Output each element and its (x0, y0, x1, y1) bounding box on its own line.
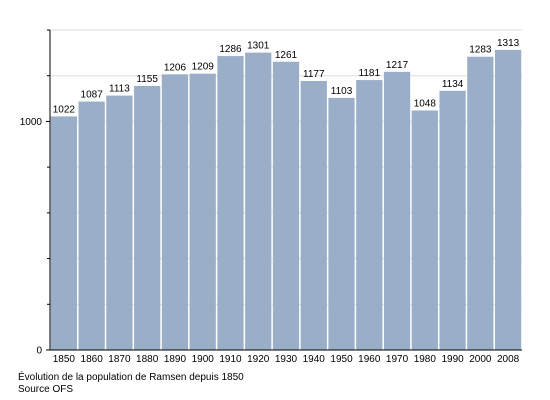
bar-value-label: 1209 (192, 62, 215, 73)
axes (46, 29, 522, 351)
x-tick-label: 1980 (414, 354, 437, 365)
bar-value-label: 1155 (136, 74, 158, 85)
bar (50, 116, 78, 351)
bar-value-label: 1087 (81, 90, 104, 101)
bar-value-label: 1301 (247, 41, 270, 52)
bar (272, 61, 300, 351)
chart-source: Source OFS (18, 384, 74, 395)
x-tick-label: 1920 (247, 354, 270, 365)
bar (411, 110, 438, 350)
x-tick-label: 1940 (303, 354, 326, 365)
x-tick-label: 1880 (136, 354, 159, 365)
bar-value-label: 1103 (331, 86, 353, 97)
x-tick-label: 1930 (275, 354, 298, 365)
bars (50, 49, 522, 351)
bar (300, 80, 327, 350)
bar-value-label: 1261 (275, 50, 298, 61)
x-tick-label: 1860 (81, 354, 104, 365)
bar-value-label: 1181 (359, 68, 381, 79)
bar (494, 49, 522, 351)
x-tick-label: 1870 (108, 354, 131, 365)
bar (189, 73, 216, 351)
bar-value-label: 1313 (497, 38, 520, 49)
bar-value-label: 1283 (469, 45, 492, 56)
x-tick-label: 2000 (469, 354, 492, 365)
bar (328, 97, 355, 350)
x-tick-label: 1890 (164, 354, 187, 365)
x-tick-label: 1850 (53, 354, 76, 365)
x-tick-label: 1900 (192, 354, 215, 365)
bar (78, 101, 105, 351)
bar-value-label: 1048 (414, 98, 437, 109)
bar (467, 56, 494, 350)
bar (134, 86, 161, 350)
labels: 1022 1850 1087 1860 1113 1870 1155 1880 1206 1890… (20, 38, 520, 365)
chart-caption: Évolution de la population de Ramsen dep… (18, 372, 244, 383)
bar-value-label: 1286 (219, 44, 242, 55)
x-tick-label: 1970 (386, 354, 409, 365)
bar (217, 56, 244, 351)
x-tick-label: 1960 (358, 354, 381, 365)
y-tick-label: 1000 (20, 117, 43, 128)
x-tick-label: 1990 (441, 354, 464, 365)
x-tick-label: 1950 (330, 354, 353, 365)
bar (161, 74, 189, 350)
bar (383, 71, 411, 350)
bar (106, 95, 133, 350)
bar-value-label: 1022 (53, 104, 76, 115)
bar-value-label: 1113 (109, 84, 130, 95)
bar (245, 52, 272, 350)
x-tick-label: 1910 (219, 354, 242, 365)
bar-value-label: 1177 (303, 69, 325, 80)
bar-value-label: 1134 (442, 79, 464, 90)
bar-value-label: 1206 (164, 62, 187, 73)
y-tick-label: 0 (36, 346, 42, 357)
bar (356, 80, 383, 351)
x-tick-label: 2008 (497, 354, 520, 365)
bar-value-label: 1217 (386, 60, 409, 71)
bar (439, 90, 466, 351)
